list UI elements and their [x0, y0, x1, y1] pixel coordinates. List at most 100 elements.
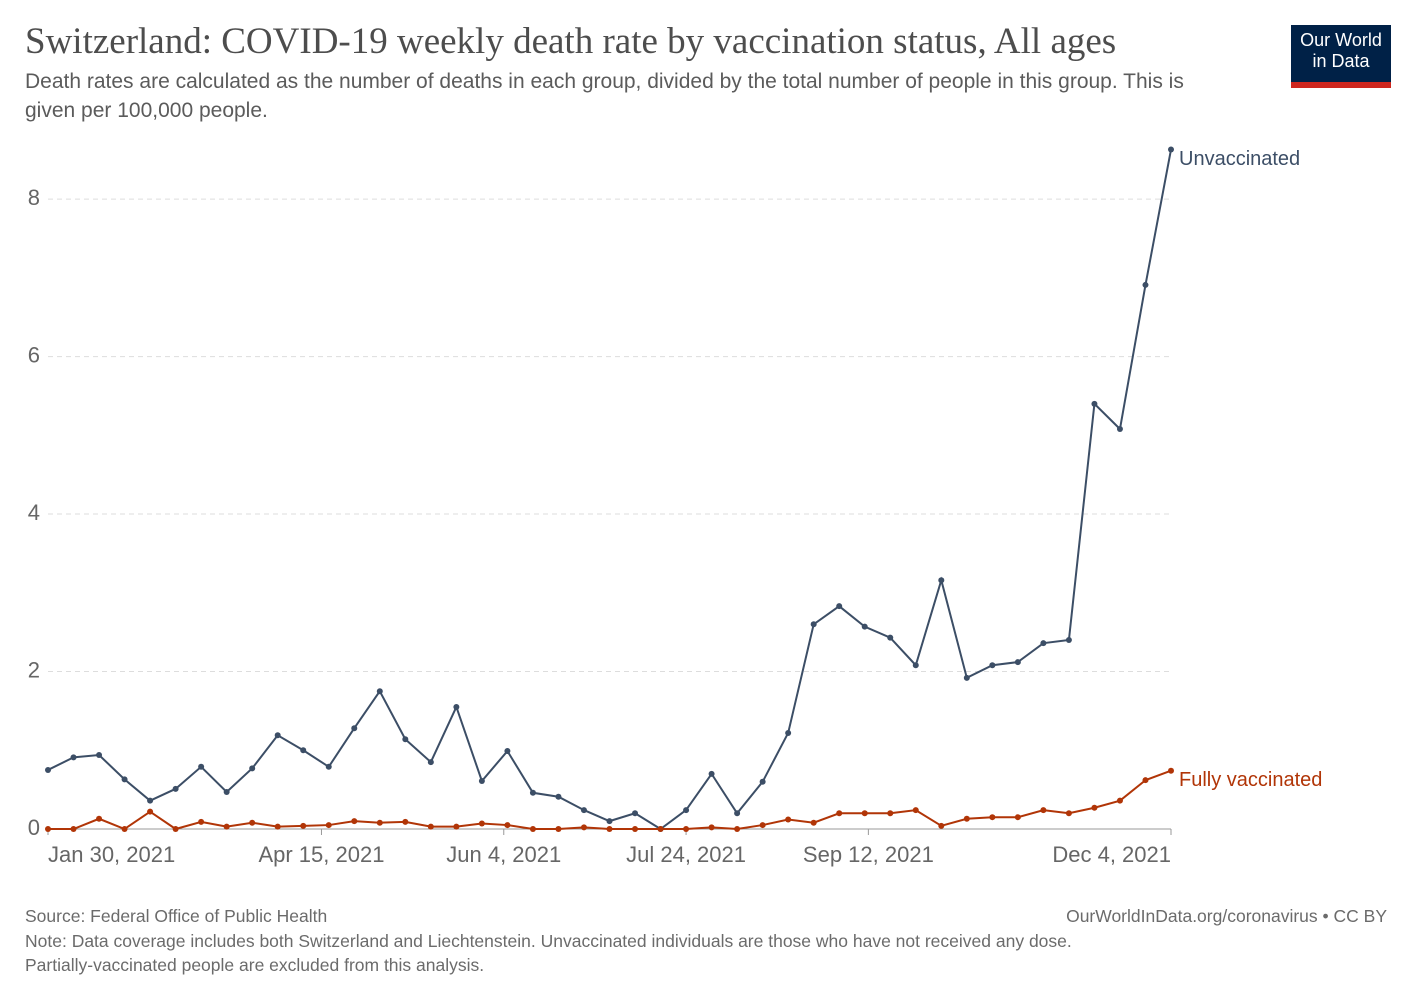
- point: [198, 818, 205, 825]
- point: [478, 820, 485, 827]
- point: [1065, 637, 1072, 644]
- point: [351, 818, 358, 825]
- point: [1116, 426, 1123, 433]
- point: [1116, 797, 1123, 804]
- point: [683, 826, 690, 832]
- point: [70, 754, 77, 761]
- point: [96, 751, 103, 758]
- x-tick-label: Apr 15, 2021: [258, 842, 384, 867]
- x-tick-label: Jun 4, 2021: [446, 842, 561, 867]
- point: [759, 822, 766, 829]
- point: [1040, 807, 1047, 814]
- point: [402, 736, 409, 743]
- point: [274, 823, 281, 830]
- point: [810, 621, 817, 628]
- line: [47, 149, 1172, 831]
- point: [861, 623, 868, 630]
- point: [453, 703, 460, 710]
- point: [402, 818, 409, 825]
- point: [836, 810, 843, 817]
- point: [606, 826, 613, 832]
- note: Note: Data coverage includes both Switze…: [25, 931, 1072, 951]
- point: [70, 826, 77, 832]
- point: [657, 826, 664, 832]
- point: [938, 822, 945, 829]
- point: [887, 810, 894, 817]
- point: [427, 823, 434, 830]
- point: [836, 603, 843, 610]
- point: [96, 815, 103, 822]
- note: Partially-vaccinated people are excluded…: [25, 955, 485, 975]
- point: [427, 759, 434, 766]
- chart: 0 2 4 6 8 Jan 30, 2021 Apr 15, 2021 Jun 4, 2021…: [28, 146, 1322, 867]
- logo-line: in Data: [1312, 51, 1370, 71]
- point: [1014, 814, 1021, 821]
- point: [529, 789, 536, 796]
- logo: Our World in Data: [1291, 25, 1391, 88]
- y-tick-label: 4: [28, 500, 40, 525]
- point: [351, 725, 358, 732]
- point: [1168, 767, 1174, 774]
- point: [938, 577, 945, 584]
- point: [861, 810, 868, 817]
- point: [45, 766, 51, 773]
- point: [555, 826, 562, 832]
- point: [734, 826, 741, 832]
- x-tick-label: Dec 4, 2021: [1052, 842, 1171, 867]
- point: [759, 778, 766, 785]
- point: [912, 807, 919, 814]
- y-tick-label: 2: [28, 657, 40, 682]
- point: [274, 732, 281, 739]
- point: [45, 826, 51, 832]
- point: [504, 822, 511, 829]
- x-tick-label: Sep 12, 2021: [803, 842, 934, 867]
- point: [1142, 281, 1149, 288]
- point: [1142, 777, 1149, 784]
- point: [912, 662, 919, 669]
- point: [249, 819, 256, 826]
- point: [504, 748, 511, 755]
- source: Source: Federal Office of Public Health: [25, 906, 328, 926]
- point: [147, 808, 154, 815]
- point: [198, 763, 205, 770]
- point: [785, 729, 792, 736]
- point: [478, 777, 485, 784]
- point: [683, 807, 690, 814]
- logo-line: Our World: [1300, 30, 1382, 50]
- y-tick-label: 0: [28, 815, 40, 840]
- point: [172, 785, 179, 792]
- point: [989, 662, 996, 669]
- point: [1065, 810, 1072, 817]
- point: [325, 822, 332, 829]
- y-tick-label: 8: [28, 185, 40, 210]
- point: [249, 765, 256, 772]
- chart-subtitle: Death rates are calculated as the number…: [25, 70, 1184, 122]
- point: [810, 819, 817, 826]
- point: [223, 788, 230, 795]
- x-tick-label: Jul 24, 2021: [626, 842, 746, 867]
- point: [632, 810, 639, 817]
- chart-title: Switzerland: COVID-19 weekly death rate …: [25, 21, 1117, 62]
- point: [121, 776, 128, 783]
- series-label: Fully vaccinated: [1179, 769, 1322, 791]
- point: [453, 823, 460, 830]
- point: [1091, 804, 1098, 811]
- point: [887, 634, 894, 641]
- y-tick-label: 6: [28, 342, 40, 367]
- point: [734, 810, 741, 817]
- point: [121, 826, 128, 832]
- point: [172, 826, 179, 832]
- point: [376, 819, 383, 826]
- point: [963, 815, 970, 822]
- point: [963, 674, 970, 681]
- point: [1168, 146, 1174, 153]
- point: [325, 763, 332, 770]
- series-label: Unvaccinated: [1179, 148, 1300, 170]
- point: [529, 826, 536, 832]
- point: [1091, 400, 1098, 407]
- point: [300, 747, 307, 754]
- point: [1014, 659, 1021, 666]
- point: [1040, 640, 1047, 647]
- point: [300, 822, 307, 829]
